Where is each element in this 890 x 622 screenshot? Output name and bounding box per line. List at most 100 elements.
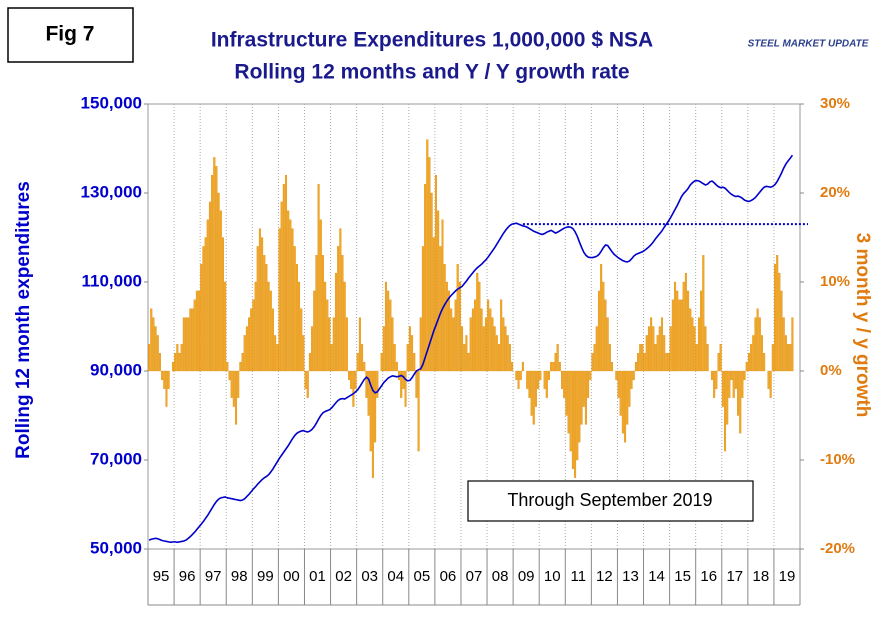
bar bbox=[539, 370, 542, 381]
bar bbox=[441, 219, 444, 372]
bar bbox=[500, 299, 503, 372]
bar bbox=[450, 308, 453, 372]
bar bbox=[326, 299, 329, 372]
bar bbox=[717, 353, 720, 372]
bar bbox=[495, 335, 498, 372]
bar bbox=[158, 353, 161, 372]
bar bbox=[678, 299, 681, 372]
bar bbox=[511, 361, 514, 372]
bar bbox=[680, 299, 683, 372]
bar bbox=[315, 255, 318, 372]
bar bbox=[778, 272, 781, 372]
bar bbox=[421, 246, 424, 372]
bar bbox=[161, 370, 164, 381]
bar bbox=[278, 228, 281, 372]
bar bbox=[228, 370, 231, 381]
y2-tick-label: -10% bbox=[820, 451, 855, 468]
bar bbox=[293, 246, 296, 372]
bar bbox=[487, 299, 490, 372]
bar bbox=[526, 370, 529, 389]
bar bbox=[637, 353, 640, 372]
x-tick-label: 15 bbox=[674, 568, 691, 585]
bar bbox=[484, 317, 487, 372]
bar bbox=[773, 264, 777, 372]
bar bbox=[243, 335, 246, 372]
bar bbox=[589, 370, 592, 381]
bar bbox=[530, 370, 533, 416]
bar bbox=[276, 344, 279, 372]
bar bbox=[217, 192, 220, 372]
x-tick-label: 07 bbox=[466, 568, 483, 585]
bar bbox=[545, 370, 548, 398]
bar bbox=[167, 370, 170, 389]
y-tick-label: 150,000 bbox=[81, 93, 142, 112]
bar bbox=[476, 272, 479, 372]
bar bbox=[745, 361, 748, 372]
x-tick-label: 02 bbox=[335, 568, 352, 585]
bar bbox=[621, 370, 624, 434]
bar bbox=[367, 370, 370, 416]
bar bbox=[684, 272, 687, 372]
bar bbox=[658, 326, 661, 372]
bar bbox=[615, 370, 618, 381]
bar bbox=[371, 370, 374, 478]
bar bbox=[265, 264, 268, 372]
bar bbox=[650, 317, 653, 372]
bar bbox=[434, 175, 437, 372]
y-tick-label: 110,000 bbox=[81, 271, 142, 290]
bar bbox=[543, 370, 546, 389]
x-tick-label: 06 bbox=[440, 568, 457, 585]
bar bbox=[411, 335, 414, 372]
y2-tick-label: 30% bbox=[820, 95, 850, 112]
bar bbox=[558, 361, 561, 372]
bar bbox=[556, 344, 559, 372]
bar bbox=[602, 281, 605, 372]
bar bbox=[304, 370, 307, 389]
bar bbox=[182, 317, 185, 372]
annotation-box bbox=[467, 480, 754, 522]
bar bbox=[361, 344, 364, 372]
bar bbox=[754, 317, 757, 372]
bar bbox=[176, 344, 179, 372]
figure-box bbox=[7, 7, 134, 63]
bar bbox=[597, 290, 600, 372]
bar bbox=[165, 370, 168, 407]
bar bbox=[224, 281, 227, 372]
bar bbox=[654, 344, 657, 372]
bar bbox=[600, 264, 603, 372]
bar bbox=[380, 353, 383, 372]
bar bbox=[413, 353, 416, 372]
bar bbox=[452, 317, 455, 372]
bar bbox=[384, 281, 387, 372]
bar bbox=[356, 353, 359, 372]
x-tick-label: 03 bbox=[361, 568, 378, 585]
bar bbox=[369, 370, 372, 452]
bar bbox=[463, 344, 466, 372]
bar bbox=[641, 344, 644, 372]
bar bbox=[576, 370, 579, 461]
bar bbox=[419, 317, 422, 372]
bar bbox=[474, 299, 477, 372]
bar bbox=[376, 370, 379, 398]
bar bbox=[567, 370, 570, 434]
bar bbox=[713, 370, 716, 398]
bar bbox=[750, 344, 753, 372]
bar bbox=[313, 290, 316, 372]
bar bbox=[656, 335, 659, 372]
bar bbox=[171, 361, 175, 372]
bar bbox=[215, 166, 218, 372]
x-tick-label: 19 bbox=[779, 568, 796, 585]
bar bbox=[402, 370, 405, 389]
bar bbox=[415, 370, 418, 398]
bar bbox=[645, 335, 648, 372]
bar bbox=[521, 361, 524, 372]
y-tick-label: 130,000 bbox=[81, 182, 142, 201]
bar bbox=[154, 326, 157, 372]
bar bbox=[504, 326, 507, 372]
bar bbox=[508, 344, 511, 372]
y-tick-label: 70,000 bbox=[90, 449, 142, 468]
bar bbox=[282, 183, 285, 372]
bar bbox=[756, 308, 759, 372]
bar bbox=[584, 370, 587, 425]
bar bbox=[647, 326, 650, 372]
